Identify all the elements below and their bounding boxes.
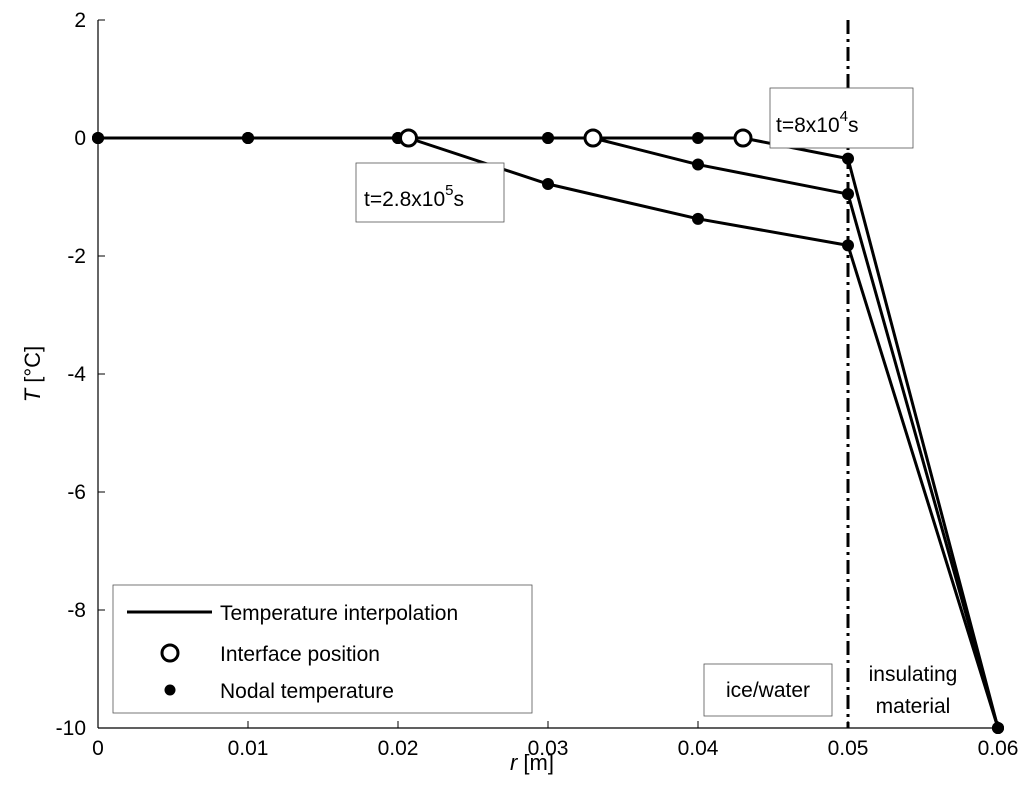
y-tick-label-4: -6 [67, 481, 86, 504]
annotation-t-late-box [769, 87, 914, 149]
x-tick-label-2: 0.02 [378, 737, 419, 760]
legend-label-interpolation: Temperature interpolation [220, 602, 458, 625]
legend-label-nodal: Nodal temperature [220, 680, 394, 703]
legend: Temperature interpolation Interface posi… [112, 584, 533, 714]
annotation-t-late-text: t=8x104s [776, 108, 858, 137]
y-tick-label-3: -4 [67, 363, 86, 386]
annotation-t-early-box [355, 162, 505, 223]
x-tick-label-6: 0.06 [978, 737, 1019, 760]
annotation-t-early: t=2.8x105s [355, 162, 505, 223]
series-2-interface-marker [399, 128, 418, 148]
annotation-insulating-line1: insulating [869, 663, 958, 686]
series-line-2 [98, 136, 1000, 729]
series-nodes [92, 132, 1004, 734]
y-axis-title: T[°C] [20, 346, 45, 402]
x-tick-label-1: 0.01 [228, 737, 269, 760]
series-1-node-4 [692, 158, 704, 171]
series-2-node-4 [692, 212, 704, 225]
legend-open-circle-swatch [160, 643, 180, 663]
series-interfaces [399, 128, 753, 148]
series-2-node-0 [92, 132, 104, 144]
y-tick-label-6: -10 [56, 717, 86, 740]
legend-label-interface: Interface position [220, 643, 380, 666]
series-0-interface-marker [733, 128, 753, 148]
annotation-ice-water: ice/water [703, 663, 833, 717]
y-tick-label-1: 0 [74, 127, 86, 150]
series-1-interface-marker [583, 128, 603, 148]
tick-labels: 0 0.01 0.02 0.03 0.04 0.05 0.06 2 0 -2 -4 -6 -8 -10 [56, 9, 1019, 760]
annotation-ice-water-text: ice/water [726, 679, 810, 702]
series-0-node-5 [842, 152, 854, 165]
series-2-node-1 [242, 132, 254, 144]
series-2-node-3 [542, 178, 554, 191]
annotation-t-early-text: t=2.8x105s [364, 182, 464, 211]
x-tick-label-3: 0.03 [528, 737, 569, 760]
series-2-node-6 [992, 722, 1004, 734]
y-tick-label-5: -8 [67, 599, 86, 622]
series-lines [98, 136, 1000, 729]
x-tick-label-0: 0 [92, 737, 104, 760]
legend-dot-swatch [164, 684, 176, 696]
annotation-ice-water-box [703, 663, 833, 717]
series-2-node-5 [842, 239, 854, 252]
legend-box [112, 584, 533, 714]
x-tick-label-5: 0.05 [828, 737, 869, 760]
x-tick-label-4: 0.04 [678, 737, 719, 760]
series-1-node-3 [542, 132, 554, 144]
annotation-insulating-line2: material [876, 695, 951, 718]
y-tick-label-0: 2 [74, 9, 86, 32]
x-axis-title: r [m] [510, 750, 554, 775]
annotation-insulating-material: insulating material [869, 663, 958, 718]
y-tick-label-2: -2 [67, 245, 86, 268]
annotation-t-late: t=8x104s [769, 87, 914, 149]
series-1-node-5 [842, 188, 854, 201]
series-0-node-4 [692, 132, 704, 144]
